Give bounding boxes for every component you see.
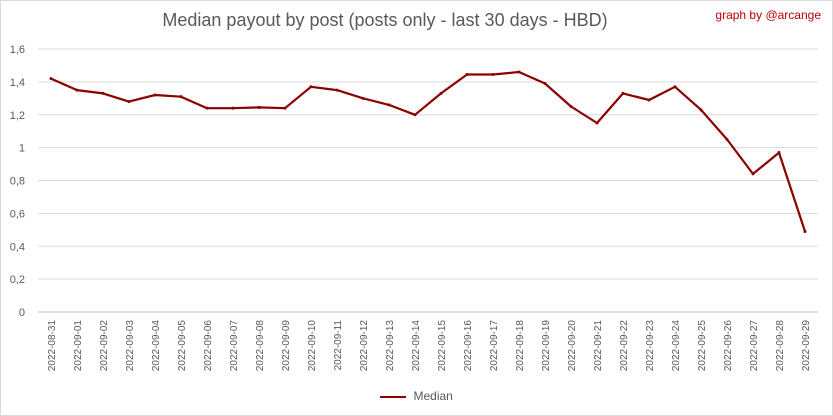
data-point	[153, 93, 157, 97]
data-point	[751, 172, 755, 176]
data-point	[309, 85, 313, 89]
data-point	[699, 108, 703, 112]
legend-swatch-median	[380, 395, 407, 398]
y-tick-label: 1	[19, 143, 25, 155]
data-point	[803, 229, 807, 233]
x-tick-label: 2022-09-12	[359, 320, 370, 372]
x-tick-label: 2022-09-04	[151, 320, 162, 372]
chart-title: Median payout by post (posts only - last…	[162, 10, 608, 30]
y-tick-label: 1,4	[10, 77, 25, 89]
x-tick-label: 2022-09-08	[255, 320, 266, 372]
data-point	[413, 113, 417, 117]
x-tick-label: 2022-09-07	[229, 320, 240, 372]
y-tick-label: 0,2	[10, 274, 25, 286]
data-point	[127, 100, 131, 104]
data-point	[75, 88, 79, 92]
data-point	[777, 151, 781, 155]
data-point	[673, 85, 677, 89]
y-axis: 0 0,2 0,4 0,6 0,8 1 1,2 1,4 1,6	[10, 44, 25, 319]
data-point	[595, 121, 599, 125]
data-point	[439, 91, 443, 95]
x-tick-label: 2022-09-20	[567, 320, 578, 372]
data-point	[465, 72, 469, 76]
x-tick-label: 2022-09-15	[437, 320, 448, 372]
x-tick-label: 2022-09-14	[411, 320, 422, 372]
data-point	[335, 88, 339, 92]
x-tick-label: 2022-09-02	[99, 320, 110, 372]
data-point	[361, 96, 365, 100]
x-tick-label: 2022-09-17	[489, 320, 500, 372]
x-tick-label: 2022-09-05	[177, 320, 188, 372]
legend-label-median: Median	[413, 389, 453, 403]
series-line-median	[50, 70, 807, 232]
x-tick-label: 2022-09-09	[281, 320, 292, 372]
x-tick-label: 2022-09-22	[619, 320, 630, 372]
x-tick-label: 2022-09-01	[73, 320, 84, 372]
y-tick-label: 0,4	[10, 241, 25, 253]
data-point	[205, 106, 209, 110]
x-tick-label: 2022-09-21	[593, 320, 604, 372]
data-point	[621, 91, 625, 95]
data-point	[647, 98, 651, 102]
x-tick-label: 2022-09-19	[541, 320, 552, 372]
x-tick-label: 2022-09-13	[385, 320, 396, 372]
x-tick-label: 2022-09-23	[645, 320, 656, 372]
x-tick-label: 2022-09-28	[775, 320, 786, 372]
y-tick-label: 1,6	[10, 44, 25, 56]
chart-credit: graph by @arcange	[715, 8, 821, 22]
data-point	[257, 105, 261, 109]
gridlines	[38, 48, 818, 313]
y-tick-label: 0,8	[10, 176, 25, 188]
data-point	[491, 72, 495, 76]
data-point	[49, 77, 53, 81]
data-point	[283, 106, 287, 110]
x-tick-label: 2022-08-31	[47, 320, 58, 372]
data-point	[179, 95, 183, 99]
x-tick-label: 2022-09-26	[723, 320, 734, 372]
data-point	[725, 137, 729, 141]
data-point	[543, 82, 547, 86]
data-point	[387, 103, 391, 107]
x-tick-label: 2022-09-16	[463, 320, 474, 372]
x-tick-label: 2022-09-25	[697, 320, 708, 372]
x-tick-label: 2022-09-10	[307, 320, 318, 372]
x-tick-label: 2022-09-27	[749, 320, 760, 372]
x-tick-label: 2022-09-06	[203, 320, 214, 372]
x-tick-label: 2022-09-11	[333, 320, 344, 371]
data-point	[101, 91, 105, 95]
legend: Median	[0, 389, 833, 403]
data-point	[517, 70, 521, 74]
x-tick-label: 2022-09-03	[125, 320, 136, 372]
series-group	[49, 70, 807, 233]
data-point	[569, 105, 573, 109]
x-tick-label: 2022-09-29	[801, 320, 812, 372]
y-tick-label: 0,6	[10, 208, 25, 220]
x-axis: 2022-08-31 2022-09-01 2022-09-02 2022-09-03…	[47, 320, 812, 372]
y-tick-label: 0	[19, 307, 25, 319]
y-tick-label: 1,2	[10, 110, 25, 122]
data-point	[231, 106, 235, 110]
x-tick-label: 2022-09-18	[515, 320, 526, 372]
x-tick-label: 2022-09-24	[671, 320, 682, 372]
